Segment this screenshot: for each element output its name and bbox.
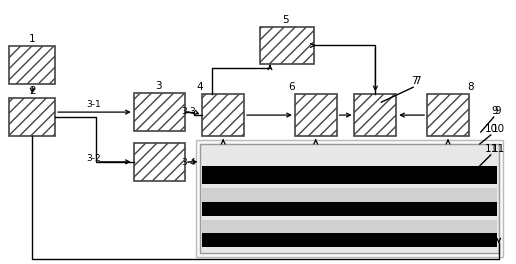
- Bar: [427, 94, 469, 136]
- Text: 11: 11: [485, 144, 498, 154]
- Bar: [202, 166, 497, 184]
- Text: 4: 4: [196, 82, 203, 92]
- Text: 3-4: 3-4: [181, 158, 196, 167]
- Text: 9: 9: [495, 106, 502, 116]
- Bar: [354, 94, 396, 136]
- Bar: [202, 94, 244, 136]
- Text: 10: 10: [492, 124, 505, 134]
- Bar: [202, 188, 497, 202]
- Text: 3-1: 3-1: [87, 100, 101, 109]
- Text: 5: 5: [283, 15, 289, 25]
- Text: 10: 10: [485, 124, 498, 134]
- Text: 2: 2: [29, 86, 36, 96]
- Bar: [200, 144, 499, 253]
- Bar: [202, 198, 497, 216]
- Bar: [295, 94, 336, 136]
- Bar: [134, 93, 185, 131]
- Bar: [196, 140, 503, 257]
- Text: 7: 7: [414, 76, 421, 86]
- Text: 1: 1: [29, 35, 36, 44]
- Text: 3-3: 3-3: [181, 107, 196, 116]
- Bar: [260, 27, 314, 64]
- Text: 7: 7: [411, 76, 417, 86]
- Bar: [202, 229, 497, 247]
- Text: 11: 11: [492, 144, 505, 154]
- Text: 3-2: 3-2: [87, 154, 101, 163]
- Bar: [9, 98, 55, 136]
- Bar: [202, 220, 497, 233]
- Bar: [9, 46, 55, 84]
- Text: 6: 6: [288, 82, 295, 92]
- Text: 8: 8: [467, 82, 474, 92]
- Text: 9: 9: [491, 106, 498, 116]
- Text: 3: 3: [155, 81, 162, 91]
- Bar: [134, 143, 185, 181]
